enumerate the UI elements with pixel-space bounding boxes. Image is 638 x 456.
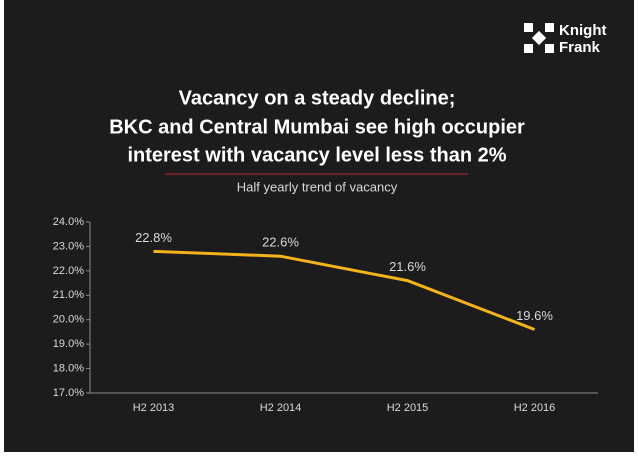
data-label: 19.6% — [516, 308, 553, 323]
logo-square — [545, 44, 554, 53]
line-series — [153, 249, 536, 331]
logo-square — [545, 23, 554, 32]
slide-background — [4, 0, 634, 452]
y-tick-label: 18.0% — [53, 362, 84, 374]
logo-text: Knight — [559, 22, 606, 39]
y-tick-label: 17.0% — [53, 387, 84, 399]
x-tick-label: H2 2013 — [133, 402, 175, 414]
data-label: 21.6% — [389, 259, 426, 274]
chart-title: interest with vacancy level less than 2% — [127, 144, 506, 166]
y-tick-label: 19.0% — [53, 338, 84, 350]
x-tick-label: H2 2015 — [387, 402, 429, 414]
x-tick-label: H2 2014 — [260, 402, 302, 414]
data-label: 22.8% — [135, 230, 172, 245]
chart-subtitle: Half yearly trend of vacancy — [237, 179, 398, 194]
logo-square — [524, 44, 533, 53]
logo-text: Frank — [559, 39, 601, 56]
y-tick-label: 21.0% — [53, 289, 84, 301]
chart-title: BKC and Central Mumbai see high occupier — [109, 116, 525, 138]
y-tick-label: 20.0% — [53, 314, 84, 326]
logo: Knight Frank — [524, 22, 606, 56]
y-tick-label: 24.0% — [53, 216, 84, 228]
data-label: 22.6% — [262, 235, 299, 250]
logo-square — [524, 23, 533, 32]
chart-title: Vacancy on a steady decline; — [179, 87, 456, 109]
y-tick-label: 22.0% — [53, 265, 84, 277]
x-tick-label: H2 2016 — [514, 402, 556, 414]
y-tick-label: 23.0% — [53, 240, 84, 252]
logo-square — [531, 30, 547, 46]
